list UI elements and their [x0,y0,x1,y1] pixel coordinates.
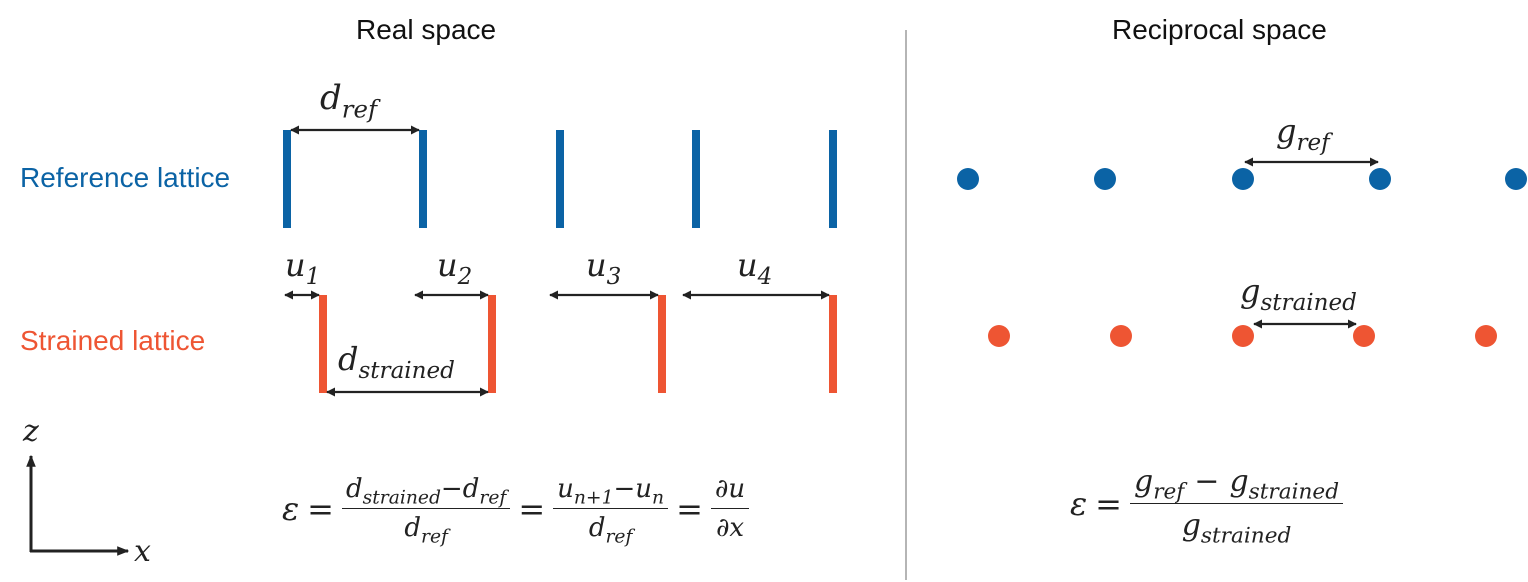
g-strained-label: gstrained [1240,272,1357,317]
z-axis-label: z [23,414,39,449]
g-ref-label: gref [1276,112,1330,157]
d-strained-fraction: dstrained−dref dref [341,474,511,546]
u-difference-fraction: un+1−un dref [553,474,669,546]
strained-reciprocal-point [1110,325,1132,347]
derivative-fraction: ∂u ∂x [710,474,750,543]
real-space-header: Real space [356,14,497,45]
reference-reciprocal-point [1505,168,1527,190]
reference-reciprocal-points [957,168,1527,190]
strained-reciprocal-point [1475,325,1497,347]
reference-reciprocal-point [1232,168,1254,190]
reference-lattice-planes [283,130,837,228]
equals-sign: = [1095,484,1122,523]
epsilon-symbol: ε [282,489,300,528]
reciprocal-space-header: Reciprocal space [1112,14,1327,45]
epsilon-symbol: ε [1070,484,1088,523]
reference-lattice-label: Reference lattice [20,162,231,193]
strained-reciprocal-point [988,325,1010,347]
strained-reciprocal-points [988,325,1497,347]
reference-reciprocal-point [957,168,979,190]
x-axis-label: x [134,534,151,569]
reference-plane [283,130,291,228]
equals-sign: = [518,489,546,528]
strained-reciprocal-point [1353,325,1375,347]
reference-plane [556,130,564,228]
real-space-strain-formula: ε = dstrained−dref dref = un+1−un dref =… [282,474,750,546]
reference-plane [419,130,427,228]
d-strained-label: dstrained [338,340,455,385]
reference-reciprocal-point [1094,168,1116,190]
equals-sign: = [307,489,334,528]
strained-plane [488,295,496,393]
d-ref-label: dref [320,78,377,124]
reference-plane [692,130,700,228]
u1-label: u1 [285,246,321,291]
u3-label: u3 [586,246,622,291]
strained-lattice-label: Strained lattice [20,325,206,356]
g-difference-fraction: gref − gstrained gstrained [1129,464,1344,547]
strained-plane [319,295,327,393]
u2-label: u2 [437,246,473,291]
u4-label: u4 [737,246,773,291]
strained-lattice-planes [319,295,837,393]
strained-reciprocal-point [1232,325,1254,347]
reference-plane [829,130,837,228]
reciprocal-space-strain-formula: ε = gref − gstrained gstrained [1070,464,1344,547]
strained-plane [658,295,666,393]
reference-reciprocal-point [1369,168,1391,190]
strained-plane [829,295,837,393]
equals-sign: = [676,489,703,528]
